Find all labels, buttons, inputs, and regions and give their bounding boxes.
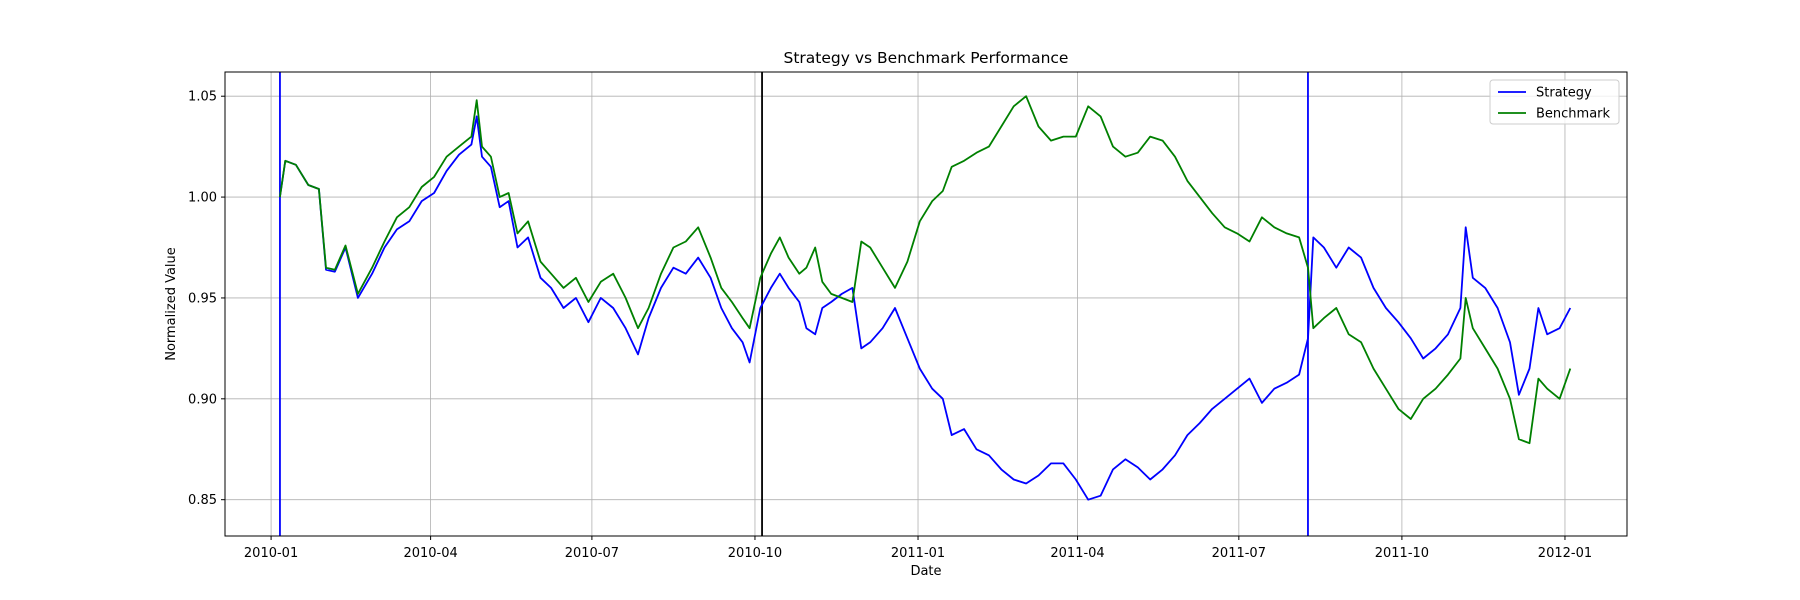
x-tick-label: 2011-04 <box>1050 546 1104 561</box>
y-tick-label: 0.85 <box>188 493 217 508</box>
legend-label-benchmark: Benchmark <box>1536 107 1611 122</box>
plot-area-frame <box>224 71 1628 537</box>
x-tick-label: 2011-10 <box>1375 546 1429 561</box>
legend: Strategy Benchmark <box>1489 79 1620 125</box>
x-tick-label: 2010-01 <box>244 546 298 561</box>
legend-label-strategy: Strategy <box>1536 86 1592 101</box>
y-tick-label: 0.90 <box>188 392 217 407</box>
x-tick-label: 2010-04 <box>403 546 457 561</box>
series-line-benchmark <box>279 95 1572 445</box>
x-axis-ticks: 2010-01 2010-04 2010-07 2010-10 2011-01 2011-… <box>244 536 1592 561</box>
x-tick-label: 2011-01 <box>891 546 945 561</box>
grid <box>225 72 1627 536</box>
y-axis-label: Normalized Value <box>164 247 179 361</box>
series-lines <box>279 95 1572 501</box>
series-line-strategy <box>279 115 1572 501</box>
x-tick-label: 2012-01 <box>1538 546 1592 561</box>
y-tick-label: 0.95 <box>188 291 217 306</box>
x-tick-label: 2011-07 <box>1212 546 1266 561</box>
x-tick-label: 2010-07 <box>565 546 619 561</box>
x-axis-label: Date <box>910 564 941 579</box>
chart-title: Strategy vs Benchmark Performance <box>784 49 1069 67</box>
x-tick-label: 2010-10 <box>728 546 782 561</box>
y-tick-label: 1.05 <box>188 90 217 105</box>
y-axis-ticks: 0.85 0.90 0.95 1.00 1.05 <box>188 90 225 508</box>
y-tick-label: 1.00 <box>188 191 217 206</box>
